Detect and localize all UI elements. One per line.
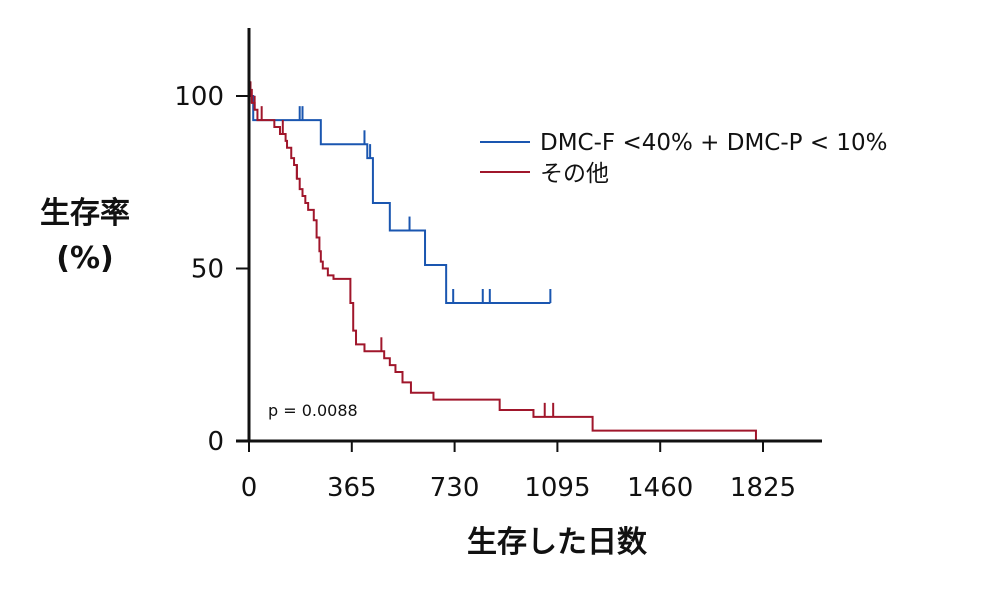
x-axis-label: 生存した日数 xyxy=(467,525,648,560)
y-axis-ticks: 0 50 100 xyxy=(174,82,249,457)
y-tick-label: 50 xyxy=(191,255,224,285)
x-tick-label: 0 xyxy=(241,473,258,503)
y-tick-label: 100 xyxy=(174,82,224,112)
survival-curve-series-2 xyxy=(249,81,757,441)
y-axis-label-line2: (%) xyxy=(56,241,113,276)
p-value-annotation: p = 0.0088 xyxy=(268,401,358,420)
x-tick-label: 1460 xyxy=(627,473,693,503)
x-tick-label: 730 xyxy=(430,473,480,503)
y-axis-label-line1: 生存率 xyxy=(40,196,130,231)
legend: DMC-F <40% + DMC-P < 10% その他 xyxy=(480,130,888,187)
x-tick-label: 1825 xyxy=(730,473,796,503)
x-tick-label: 1095 xyxy=(524,473,590,503)
legend-label-group1: DMC-F <40% + DMC-P < 10% xyxy=(540,130,888,156)
survival-curve-series-1 xyxy=(249,95,551,304)
y-tick-label: 0 xyxy=(207,427,224,457)
x-tick-label: 365 xyxy=(327,473,377,503)
x-axis-ticks: 0 365 730 1095 1460 1825 xyxy=(241,441,796,503)
legend-label-group2: その他 xyxy=(540,161,609,187)
